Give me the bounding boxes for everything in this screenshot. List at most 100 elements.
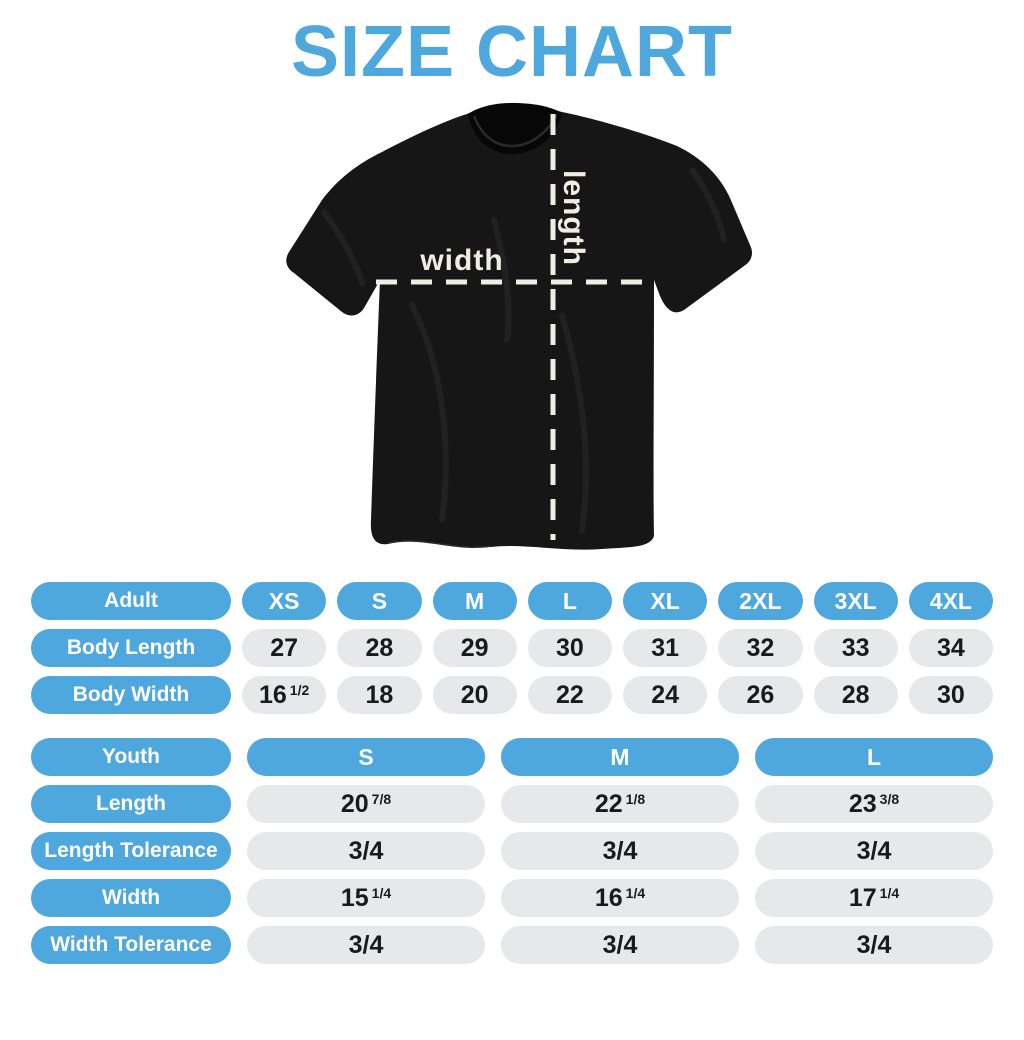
youth-row-label-pill-text: Length [96, 792, 166, 815]
adult-value-pill-text: 32 [746, 633, 775, 662]
fraction-text: 1/4 [879, 885, 900, 901]
adult-value-pill-text: 20 [460, 680, 489, 709]
tshirt-measurement-diagram: width length [262, 100, 762, 560]
youth-size-pill: S [247, 738, 485, 776]
youth-value-pill: 3/4 [247, 926, 485, 964]
youth-value-pill: 3/4 [501, 926, 739, 964]
adult-value-pill-text: 28 [365, 633, 394, 662]
youth-size-pill-text: L [866, 743, 882, 770]
tshirt-graphic [286, 105, 752, 550]
tshirt-hem-fold [387, 540, 491, 550]
adult-value-pill: 27 [242, 629, 327, 667]
adult-value-pill: 24 [623, 676, 708, 714]
youth-row-label-pill-text: Width [101, 886, 161, 909]
adult-size-pill-text: 3XL [834, 587, 877, 614]
youth-value-pill-text: 3/4 [348, 930, 384, 959]
adult-header-pill-text: Adult [104, 589, 158, 612]
youth-value-pill: 15 1/4 [247, 879, 485, 917]
youth-row-label-pill: Length [31, 785, 231, 823]
adult-value-pill: 34 [908, 629, 993, 667]
adult-size-pill: M [432, 582, 517, 620]
adult-size-pill-text: S [371, 587, 388, 614]
adult-value-pill-text: 30 [936, 680, 965, 709]
youth-size-pill: M [501, 738, 739, 776]
adult-value-pill-text: 26 [746, 680, 775, 709]
youth-value-pill: 3/4 [755, 832, 993, 870]
adult-value-pill-text: 18 [365, 680, 394, 709]
youth-value-pill-text: 16 [594, 883, 623, 912]
adult-size-pill-text: 2XL [739, 587, 782, 614]
youth-value-pill-text: 3/4 [856, 930, 892, 959]
adult-value-pill: 32 [718, 629, 803, 667]
youth-value-pill-text: 22 [594, 789, 623, 818]
youth-value-pill: 20 7/8 [247, 785, 485, 823]
adult-row-label-pill-text: Body Width [72, 683, 190, 706]
adult-row-label-pill-text: Body Length [66, 636, 196, 659]
youth-row-label-pill-text: Width Tolerance [50, 933, 212, 956]
youth-row-label-pill: Width [31, 879, 231, 917]
adult-size-pill: 4XL [908, 582, 993, 620]
fraction-text: 1/4 [625, 885, 646, 901]
adult-size-pill: 2XL [718, 582, 803, 620]
tshirt-collar-rib [472, 114, 559, 148]
adult-value-pill-text: 27 [270, 633, 299, 662]
youth-size-pill-text: M [610, 743, 630, 770]
adult-value-pill: 20 [432, 676, 517, 714]
youth-value-pill: 23 3/8 [755, 785, 993, 823]
adult-value-pill-text: 30 [555, 633, 584, 662]
adult-value-pill: 26 [718, 676, 803, 714]
youth-size-table: Youth S M L Length 20 7/8 22 1/8 23 3/8 Length Tole… [31, 738, 993, 964]
adult-value-pill: 30 [527, 629, 612, 667]
adult-value-pill: 30 [908, 676, 993, 714]
youth-value-pill-text: 15 [340, 883, 369, 912]
youth-value-pill-text: 3/4 [348, 836, 384, 865]
adult-value-pill: 33 [813, 629, 898, 667]
adult-value-pill-text: 29 [460, 633, 489, 662]
adult-size-pill-text: L [562, 587, 577, 614]
fraction-text: 1/8 [625, 791, 646, 807]
adult-size-table: Adult XS S M L XL 2XL 3XL 4XL Body Length 27 28 29 30… [31, 582, 993, 714]
adult-size-pill-text: M [465, 587, 485, 614]
youth-value-pill: 17 1/4 [755, 879, 993, 917]
tshirt-collar [468, 103, 562, 154]
tshirt-diagram-svg: width length [286, 103, 752, 550]
adult-value-pill-text: 28 [841, 680, 870, 709]
adult-size-pill: XL [623, 582, 708, 620]
length-label: length [557, 170, 590, 266]
fraction-text: 7/8 [371, 791, 392, 807]
youth-row-label-pill-text: Length Tolerance [44, 839, 218, 862]
youth-value-pill-text: 23 [848, 789, 877, 818]
fraction-text: 3/8 [879, 791, 900, 807]
adult-value-pill: 31 [623, 629, 708, 667]
adult-size-pill-text: XS [268, 587, 300, 614]
adult-value-pill: 28 [813, 676, 898, 714]
adult-value-pill-text: 24 [651, 680, 680, 709]
fraction-text: 1/4 [371, 885, 392, 901]
adult-value-pill-text: 31 [651, 633, 680, 662]
page-title: SIZE CHART [291, 12, 733, 92]
youth-value-pill: 3/4 [755, 926, 993, 964]
youth-header-pill-text: Youth [102, 745, 160, 768]
adult-size-pill: L [527, 582, 612, 620]
adult-value-pill: 29 [432, 629, 517, 667]
tshirt-wrinkles [321, 167, 727, 533]
adult-value-pill: 28 [337, 629, 422, 667]
youth-size-pill-text: S [358, 743, 374, 770]
youth-row-label-pill: Length Tolerance [31, 832, 231, 870]
adult-row-label-pill: Body Length [31, 629, 231, 667]
adult-size-pill: S [337, 582, 422, 620]
fraction-text: 1/2 [289, 682, 310, 698]
width-label: width [419, 244, 503, 277]
adult-size-pill: XS [242, 582, 327, 620]
youth-value-pill: 3/4 [247, 832, 485, 870]
youth-row-label-pill: Width Tolerance [31, 926, 231, 964]
youth-value-pill-text: 3/4 [856, 836, 892, 865]
adult-value-pill: 18 [337, 676, 422, 714]
youth-value-pill: 22 1/8 [501, 785, 739, 823]
size-chart-infographic: SIZE CHART width length Adult XS S [0, 16, 1024, 964]
adult-value-pill: 16 1/2 [242, 676, 327, 714]
adult-value-pill: 22 [527, 676, 612, 714]
youth-value-pill: 16 1/4 [501, 879, 739, 917]
adult-header-pill: Adult [31, 582, 231, 620]
youth-value-pill-text: 3/4 [602, 930, 638, 959]
